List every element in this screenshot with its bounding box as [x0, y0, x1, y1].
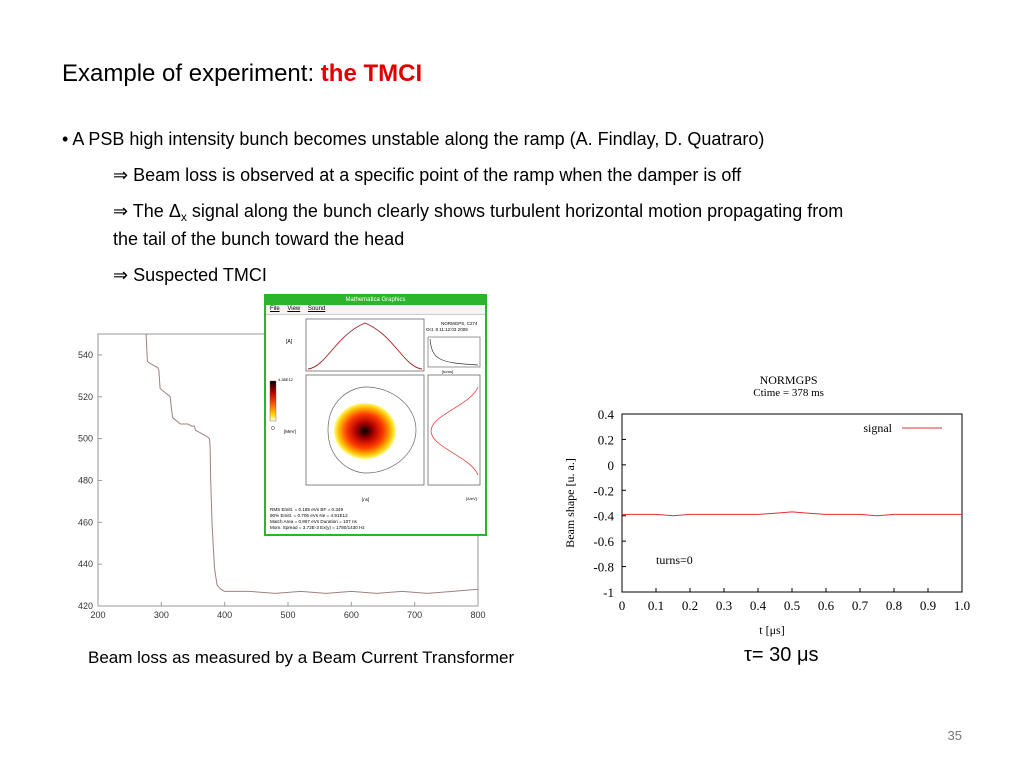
bullet-1-text: A PSB high intensity bunch becomes unsta…	[72, 129, 765, 149]
bct-x-tick-label: 800	[470, 610, 485, 620]
arrow-icon: ⇒	[113, 201, 129, 221]
bct-x-tick-label: 300	[154, 610, 169, 620]
separatrix	[327, 386, 417, 474]
beam-y-tick-label: 0.2	[598, 432, 614, 447]
colorbar-dot	[271, 426, 275, 430]
beam-chart-title: NORMGPS	[760, 373, 818, 387]
window-menu-bar: File View Sound	[266, 305, 485, 315]
beam-signal-line	[622, 511, 962, 517]
sub-bullet-2: ⇒ The Δx signal along the bunch clearly …	[113, 200, 843, 228]
profile-unit-label: [A]	[286, 339, 293, 345]
bct-y-tick-label: 480	[78, 475, 93, 485]
bullet-dot: •	[62, 129, 69, 149]
bct-x-tick-label: 500	[280, 610, 295, 620]
beam-annotation: turns=0	[656, 553, 693, 567]
beam-y-tick-label: 0.4	[598, 407, 615, 422]
left-caption: Beam loss as measured by a Beam Current …	[88, 648, 515, 667]
bct-x-tick-label: 200	[90, 610, 105, 620]
beam-y-tick-label: 0	[608, 458, 615, 473]
beam-x-tick-label: 0.3	[716, 598, 732, 613]
beam-chart-subtitle: Ctime = 378 ms	[753, 387, 824, 399]
beam-y-tick-label: -0.8	[593, 560, 614, 575]
time-unit-label: [ns]	[362, 497, 369, 502]
header-line-1: NORMGPS, C274	[441, 321, 478, 326]
bct-y-tick-label: 500	[78, 434, 93, 444]
arrow-icon: ⇒	[113, 165, 129, 185]
decay-curve	[429, 338, 479, 366]
beam-x-tick-label: 0.6	[818, 598, 835, 613]
simulation-window: Mathematica Graphics File View Sound	[264, 294, 487, 536]
profile-curve	[307, 322, 423, 370]
colorbar	[269, 380, 277, 422]
title-prefix: Example of experiment:	[62, 60, 321, 87]
delta-subscript: x	[180, 210, 187, 224]
sub-bullet-2-continued: the tail of the bunch toward the head	[113, 229, 405, 249]
stats-line-1: RMS Emitt. = 0.185 eVs BF = 0.349	[270, 507, 343, 512]
sub-bullet-2-pre: The	[132, 201, 169, 221]
bct-y-tick-label: 460	[78, 517, 93, 527]
beam-x-tick-label: 0.7	[852, 598, 869, 613]
delta-symbol: Δ	[168, 201, 181, 221]
bct-y-tick-label: 540	[78, 350, 93, 360]
beam-x-tick-label: 0	[619, 598, 626, 613]
beam-x-tick-label: 0.8	[886, 598, 902, 613]
arrow-icon: ⇒	[113, 265, 129, 285]
energy-profile-panel	[427, 374, 481, 486]
beam-y-tick-label: -0.6	[593, 534, 614, 549]
slide-title: Example of experiment: the TMCI	[62, 60, 422, 88]
bct-x-tick-label: 400	[217, 610, 232, 620]
beam-y-tick-label: -1	[603, 585, 614, 600]
beam-x-tick-label: 0.9	[920, 598, 936, 613]
beam-x-tick-label: 0.5	[784, 598, 800, 613]
beam-x-axis-label: t [μs]	[759, 623, 784, 637]
stats-line-4: Mom. Spread = 3.72E-3 Ex(y) = 1780/1430 …	[270, 525, 365, 530]
bct-y-tick-label: 420	[78, 601, 93, 611]
sub-bullet-3: ⇒ Suspected TMCI	[113, 264, 267, 286]
sub-bullet-1-text: Beam loss is observed at a specific poin…	[133, 165, 742, 185]
energy-unit-label: [A/eV]	[466, 496, 477, 501]
sub-bullet-2-post: signal along the bunch clearly shows tur…	[186, 201, 844, 221]
beam-legend-label: signal	[863, 421, 892, 435]
bct-y-tick-label: 520	[78, 392, 93, 402]
sub-bullet-1: ⇒ Beam loss is observed at a specific po…	[113, 164, 741, 186]
beam-x-tick-label: 0.1	[648, 598, 664, 613]
phase-space-panel	[305, 374, 425, 486]
menu-sound[interactable]: Sound	[307, 306, 326, 312]
menu-view[interactable]: View	[287, 306, 301, 312]
colorbar-max-label: 4.38E12	[278, 377, 294, 382]
profile-panel	[305, 318, 425, 372]
stats-line-3: Match Area = 0.867 eVs Duration = 107 ns	[270, 519, 358, 524]
bullet-1: • A PSB high intensity bunch becomes uns…	[62, 128, 764, 150]
beam-x-tick-label: 0.2	[682, 598, 698, 613]
phase-unit-label: [MeV]	[284, 429, 296, 434]
bct-x-tick-label: 600	[344, 610, 359, 620]
beam-y-tick-label: -0.2	[593, 483, 614, 498]
beam-distribution	[334, 403, 396, 459]
header-line-2: Oct. 8 11:12:03 2009	[426, 327, 468, 332]
simulation-plots: [A] NORMGPS, C274 Oct. 8 11:12:03 2009 […	[269, 318, 481, 530]
decay-unit-label: [turns]	[442, 369, 453, 374]
energy-profile-curve	[430, 386, 479, 476]
bct-series-line	[145, 333, 479, 594]
window-title: Mathematica Graphics	[345, 297, 406, 303]
beam-x-tick-label: 0.4	[750, 598, 767, 613]
bct-y-tick-label: 440	[78, 559, 93, 569]
decay-inset	[427, 336, 481, 368]
bct-x-tick-label: 700	[407, 610, 422, 620]
beam-y-axis-label: Beam shape [u. a.]	[563, 458, 577, 548]
beam-y-tick-label: -0.4	[593, 509, 614, 524]
menu-file[interactable]: File	[270, 306, 280, 312]
sub-bullet-3-text: Suspected TMCI	[133, 265, 267, 285]
right-caption: τ= 30 μs	[744, 644, 819, 666]
beam-x-tick-label: 1.0	[954, 598, 970, 613]
page-number: 35	[947, 728, 962, 743]
title-accent: the TMCI	[320, 60, 423, 87]
window-title-bar: Mathematica Graphics	[266, 296, 485, 305]
stats-line-2: 90% Emitt. = 0.705 eVs Ne = 4.91E12	[270, 513, 348, 518]
